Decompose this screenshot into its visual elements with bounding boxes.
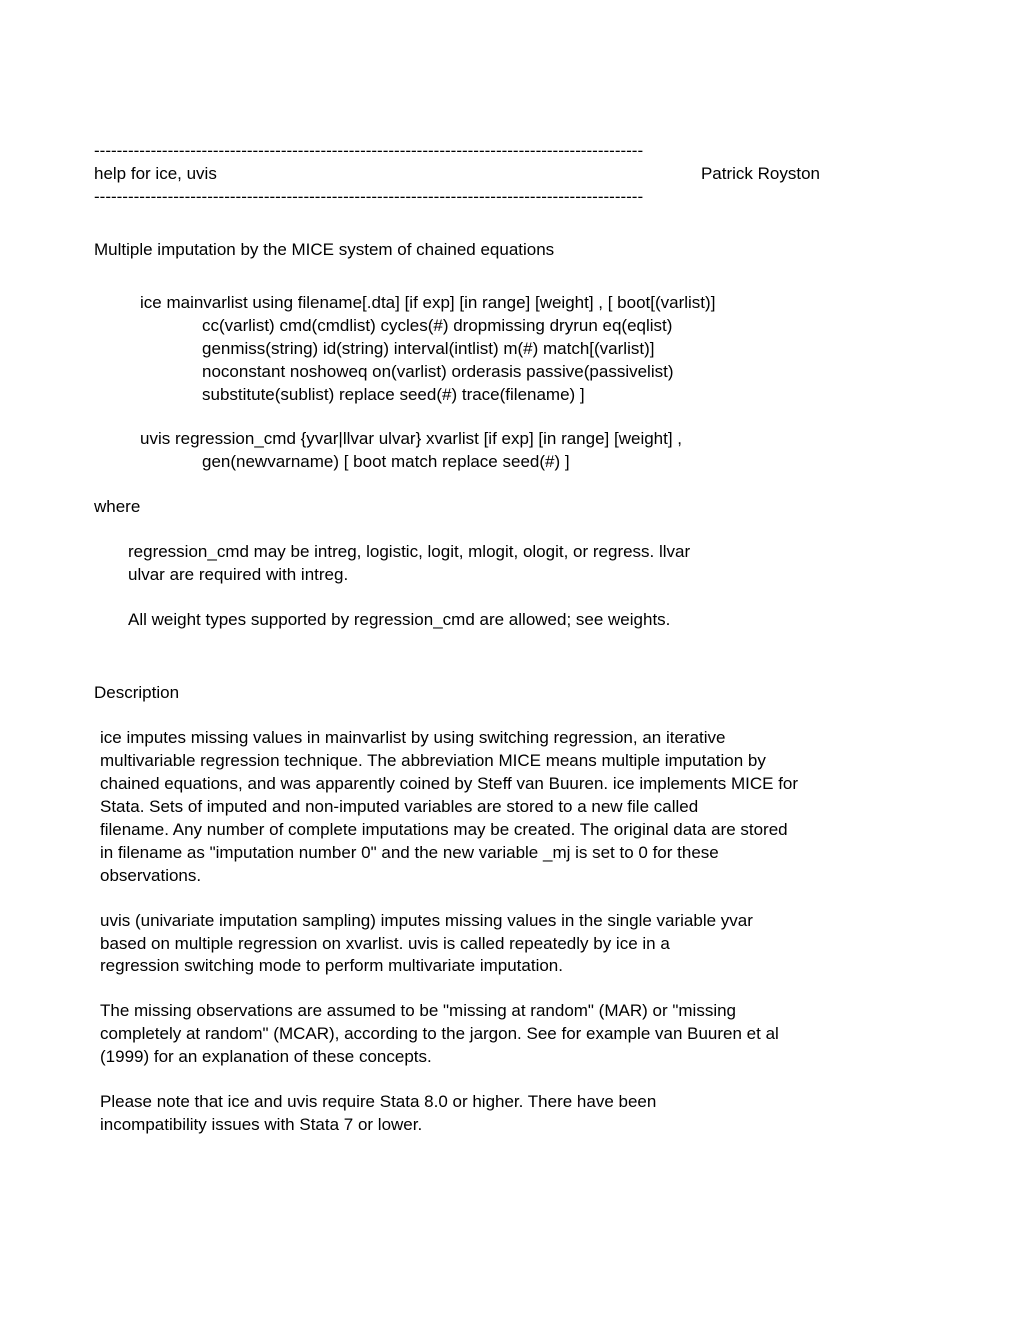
syntax-line: uvis regression_cmd {yvar|llvar ulvar} x… [140, 428, 930, 451]
page-title: Multiple imputation by the MICE system o… [94, 239, 930, 262]
description-p2: uvis (univariate imputation sampling) im… [100, 910, 930, 979]
syntax-line: cc(varlist) cmd(cmdlist) cycles(#) dropm… [202, 315, 930, 338]
where-label: where [94, 496, 930, 519]
where-text: regression_cmd may be intreg, logistic, … [128, 541, 930, 587]
help-for-label: help for ice, uvis [94, 163, 217, 186]
syntax-line: gen(newvarname) [ boot match replace see… [202, 451, 930, 474]
divider-top: ----------------------------------------… [94, 140, 930, 163]
text-line: uvis (univariate imputation sampling) im… [100, 910, 930, 933]
text-line: regression switching mode to perform mul… [100, 955, 930, 978]
description-p4: Please note that ice and uvis require St… [100, 1091, 930, 1137]
text-line: Stata. Sets of imputed and non-imputed v… [100, 796, 930, 819]
syntax-line: substitute(sublist) replace seed(#) trac… [202, 384, 930, 407]
syntax-line: noconstant noshoweq on(varlist) orderasi… [202, 361, 930, 384]
text-line: (1999) for an explanation of these conce… [100, 1046, 930, 1069]
divider-bottom: ----------------------------------------… [94, 186, 930, 209]
header-row: help for ice, uvis Patrick Royston [94, 163, 930, 186]
text-line: observations. [100, 865, 930, 888]
uvis-syntax: uvis regression_cmd {yvar|llvar ulvar} x… [140, 428, 930, 474]
text-line: in filename as "imputation number 0" and… [100, 842, 930, 865]
description-p1: ice imputes missing values in mainvarlis… [100, 727, 930, 888]
syntax-line: genmiss(string) id(string) interval(intl… [202, 338, 930, 361]
ice-syntax: ice mainvarlist using filename[.dta] [if… [140, 292, 930, 407]
description-title: Description [94, 682, 930, 705]
weights-text: All weight types supported by regression… [128, 609, 930, 632]
text-line: ice imputes missing values in mainvarlis… [100, 727, 930, 750]
text-line: regression_cmd may be intreg, logistic, … [128, 541, 930, 564]
syntax-line: ice mainvarlist using filename[.dta] [if… [140, 292, 930, 315]
text-line: incompatibility issues with Stata 7 or l… [100, 1114, 930, 1137]
text-line: multivariable regression technique. The … [100, 750, 930, 773]
text-line: filename. Any number of complete imputat… [100, 819, 930, 842]
text-line: based on multiple regression on xvarlist… [100, 933, 930, 956]
text-line: Please note that ice and uvis require St… [100, 1091, 930, 1114]
author-label: Patrick Royston [701, 163, 820, 186]
text-line: ulvar are required with intreg. [128, 564, 930, 587]
description-p3: The missing observations are assumed to … [100, 1000, 930, 1069]
text-line: The missing observations are assumed to … [100, 1000, 930, 1023]
text-line: chained equations, and was apparently co… [100, 773, 930, 796]
text-line: completely at random" (MCAR), according … [100, 1023, 930, 1046]
